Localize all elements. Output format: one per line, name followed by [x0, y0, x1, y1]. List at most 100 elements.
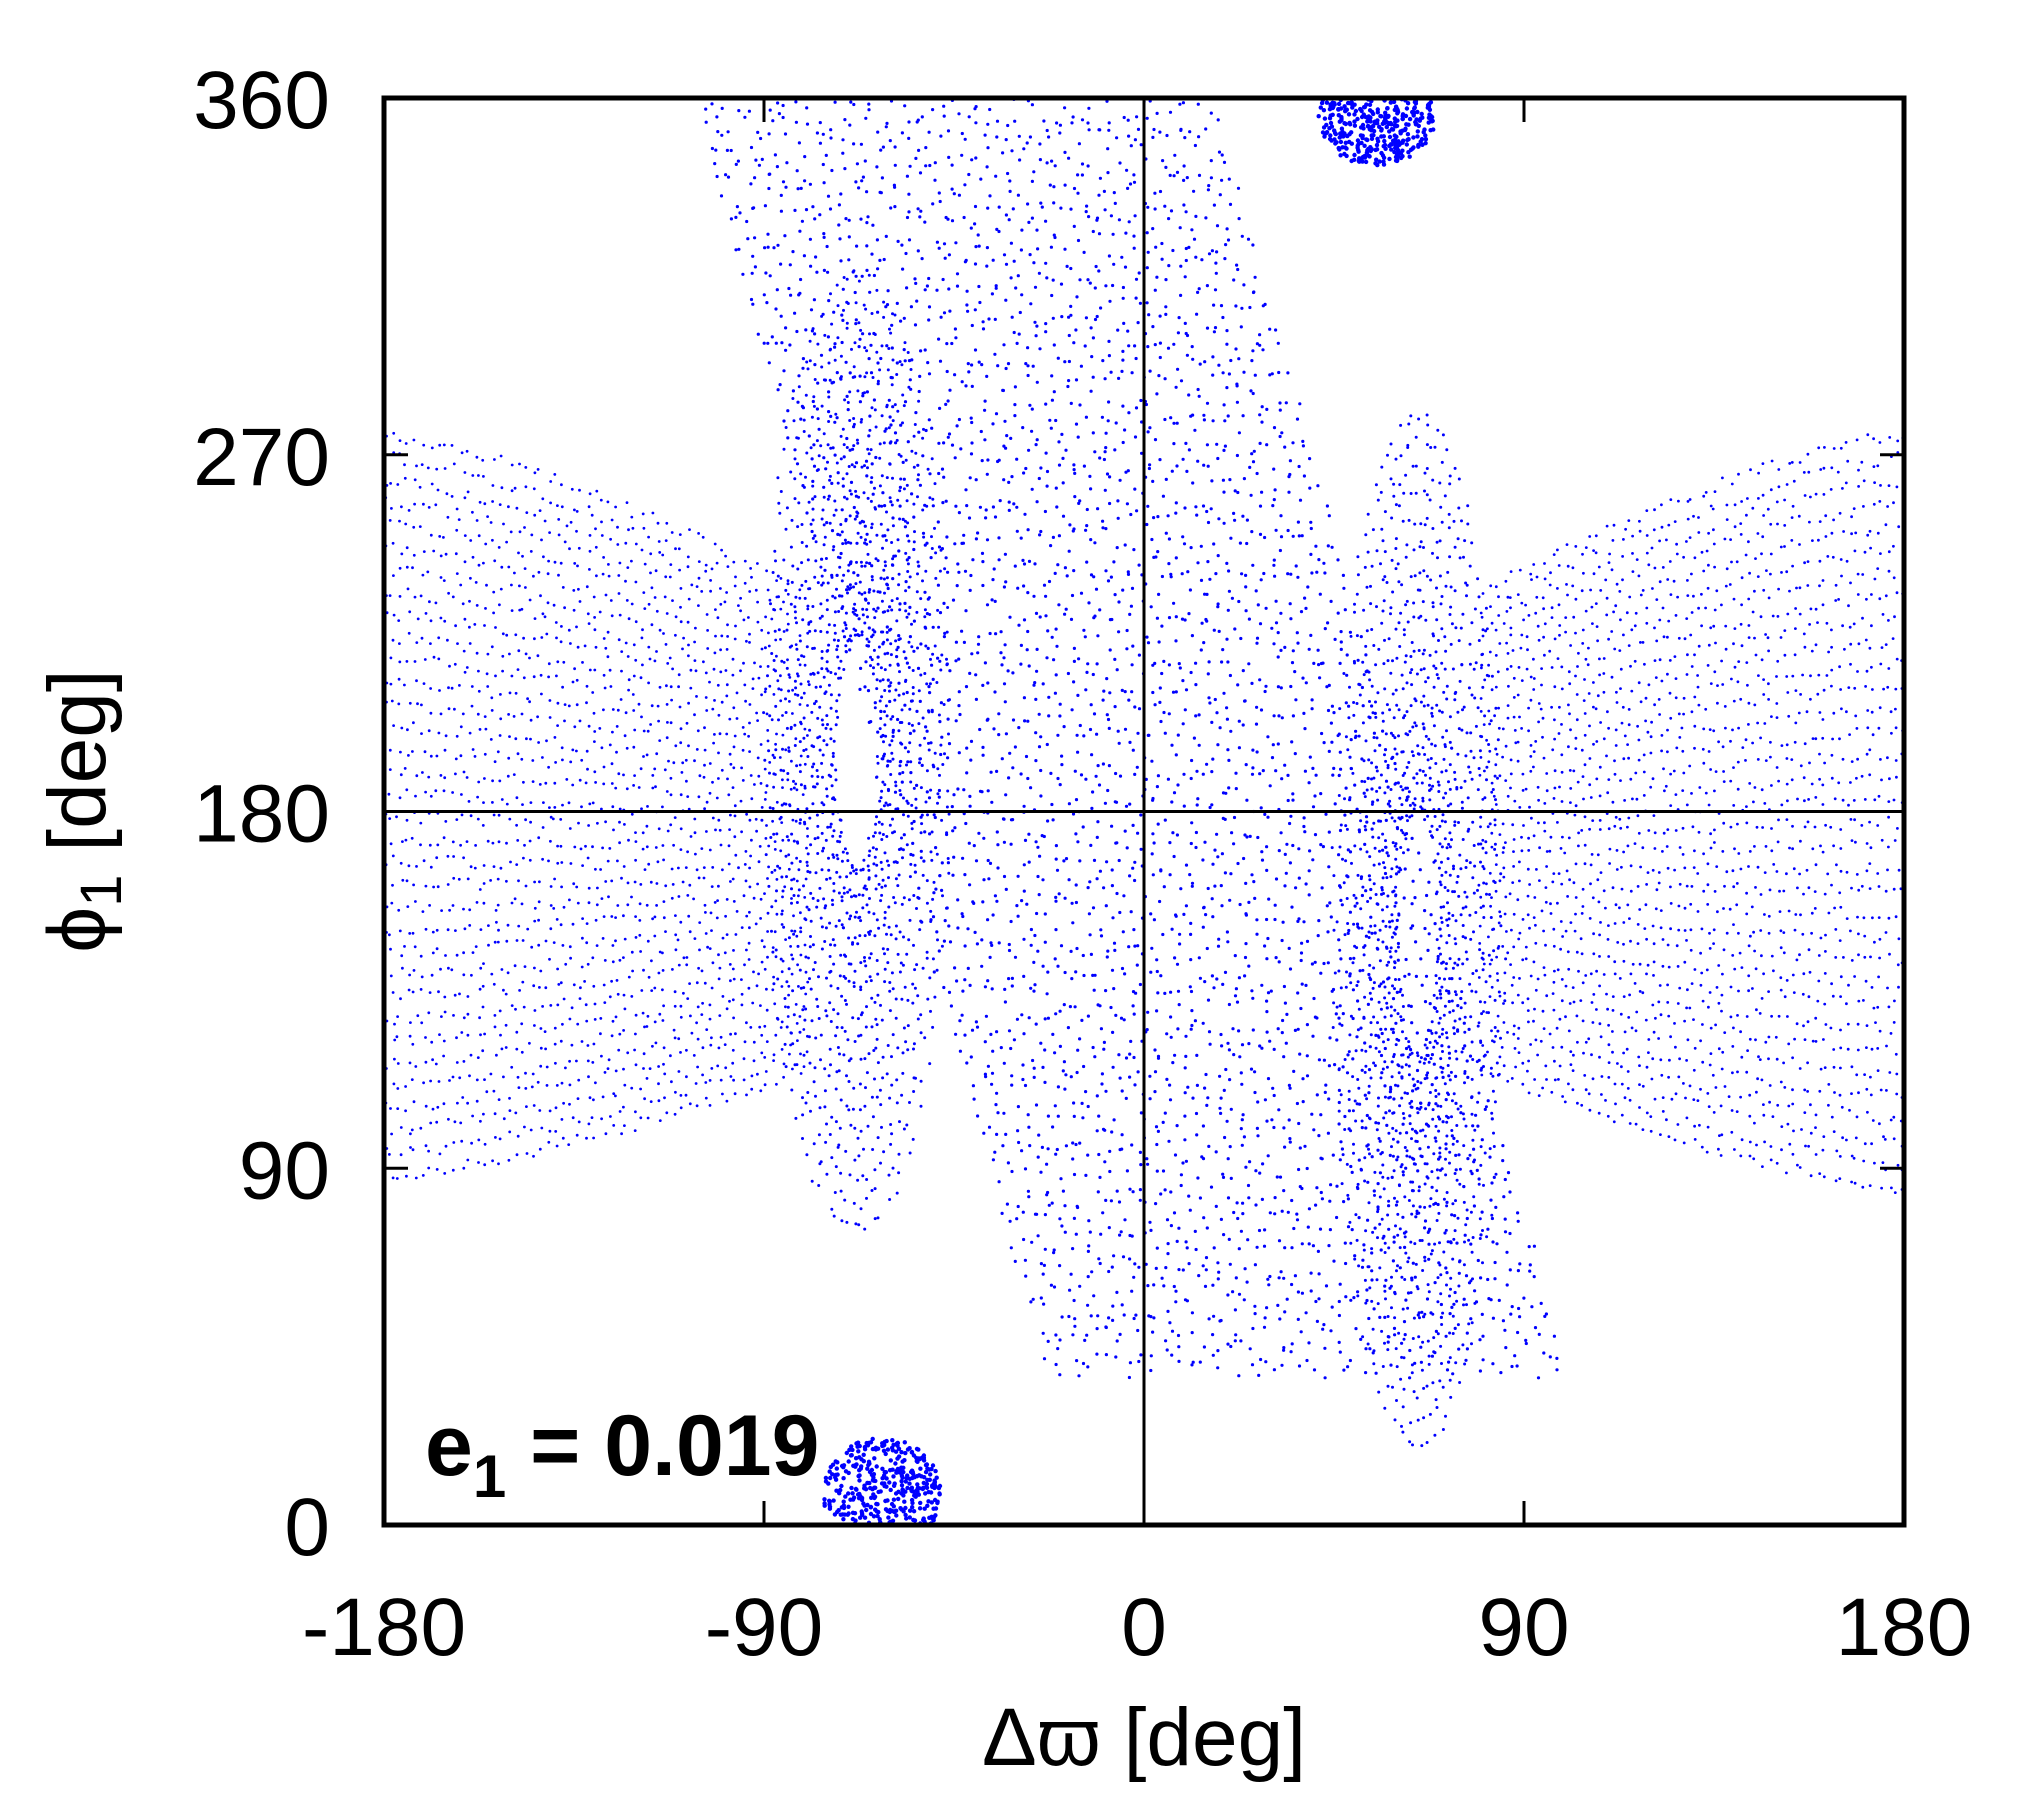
data-point: [838, 1126, 842, 1130]
data-point: [1210, 720, 1214, 725]
data-point: [1044, 594, 1048, 598]
data-point: [1088, 1230, 1092, 1234]
data-point: [907, 898, 911, 902]
data-point: [1087, 1244, 1091, 1248]
data-point: [813, 217, 817, 221]
data-point: [952, 192, 956, 196]
data-point: [849, 634, 853, 638]
data-point: [862, 886, 866, 890]
data-point: [1207, 184, 1211, 188]
data-point: [1270, 1118, 1274, 1122]
data-point: [968, 671, 972, 676]
data-point: [865, 1005, 868, 1009]
data-point: [863, 1057, 867, 1061]
data-point: [1012, 330, 1016, 335]
data-point: [1174, 556, 1178, 560]
data-point: [925, 879, 929, 883]
data-point: [1172, 421, 1176, 425]
data-point: [1230, 831, 1234, 835]
data-point: [978, 300, 982, 305]
data-point: [811, 536, 815, 540]
data-point: [928, 691, 932, 695]
data-point: [1236, 267, 1240, 272]
data-point: [831, 446, 835, 450]
data-point: [1100, 1082, 1104, 1086]
data-point: [1046, 1114, 1050, 1118]
data-point: [869, 664, 872, 668]
data-point: [868, 897, 871, 900]
data-point: [986, 681, 990, 685]
data-point: [1272, 1368, 1276, 1372]
data-point: [866, 496, 870, 500]
data-point: [1137, 1265, 1141, 1269]
data-point: [777, 718, 780, 722]
data-point: [1361, 704, 1365, 708]
data-point: [930, 830, 934, 834]
data-point: [1314, 1203, 1318, 1207]
data-point: [792, 932, 796, 936]
data-point: [874, 1046, 878, 1050]
data-point: [1229, 729, 1233, 733]
data-point: [875, 847, 878, 851]
data-point: [859, 666, 863, 671]
data-point: [1365, 1288, 1369, 1292]
data-point: [1210, 249, 1214, 253]
data-point: [773, 629, 777, 633]
data-point: [1193, 143, 1197, 148]
data-point: [989, 770, 993, 774]
data-point: [814, 699, 818, 703]
data-point: [763, 646, 767, 650]
data-point: [946, 789, 950, 793]
data-point: [888, 327, 891, 331]
data-point: [1338, 1350, 1342, 1354]
data-point: [1023, 719, 1027, 723]
data-point: [1402, 1018, 1405, 1022]
data-point: [790, 518, 794, 522]
data-point: [888, 415, 892, 419]
data-point: [1160, 624, 1164, 628]
data-point: [1025, 141, 1029, 145]
data-point: [799, 818, 802, 822]
data-point: [967, 516, 972, 520]
data-point: [939, 743, 943, 747]
data-point: [881, 878, 885, 882]
data-point: [921, 716, 925, 720]
data-point: [844, 623, 848, 627]
data-point: [1419, 957, 1423, 961]
data-point: [843, 1029, 847, 1033]
data-point: [801, 1113, 805, 1117]
data-point: [1277, 370, 1281, 375]
data-point: [1095, 1129, 1099, 1133]
data-point: [957, 112, 961, 116]
data-point: [993, 894, 998, 898]
data-point: [1241, 1113, 1245, 1117]
data-point: [1518, 1315, 1522, 1319]
data-point: [995, 227, 999, 231]
data-point: [1175, 1239, 1179, 1243]
data-point: [1265, 407, 1269, 411]
data-point: [981, 560, 985, 564]
data-point: [828, 474, 832, 478]
data-point: [970, 323, 974, 328]
data-point: [1145, 301, 1149, 305]
data-point: [844, 650, 848, 654]
data-point: [1287, 1118, 1291, 1122]
data-point: [871, 223, 875, 227]
data-point: [1290, 1198, 1294, 1203]
data-point: [917, 564, 921, 568]
data-point: [1098, 608, 1102, 612]
data-point: [1121, 349, 1125, 353]
data-point: [862, 1147, 865, 1151]
data-point: [1311, 805, 1316, 809]
data-point: [1064, 1144, 1068, 1148]
data-point: [873, 1000, 877, 1004]
data-point: [1198, 1360, 1202, 1364]
data-point: [908, 875, 912, 879]
data-point: [995, 135, 999, 139]
data-point: [776, 476, 780, 480]
data-point: [1164, 165, 1168, 169]
data-point: [1229, 1344, 1233, 1349]
data-point: [795, 169, 799, 173]
data-point: [1099, 306, 1103, 310]
data-point: [1052, 201, 1056, 205]
